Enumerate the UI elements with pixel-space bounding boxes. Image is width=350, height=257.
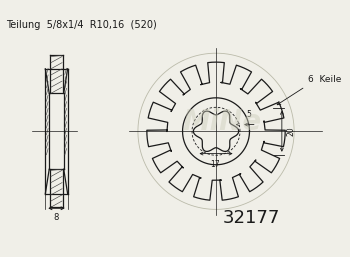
Text: 17: 17 [210,160,220,169]
Text: 32177: 32177 [223,209,280,227]
Text: 8: 8 [54,213,59,222]
Text: MiNe: MiNe [182,108,261,136]
Text: Teilung  5/8x1/4  R10,16  (520): Teilung 5/8x1/4 R10,16 (520) [6,20,157,30]
Text: 20: 20 [286,126,295,136]
Text: 5: 5 [246,110,251,119]
Text: 6  Keile: 6 Keile [308,76,341,85]
